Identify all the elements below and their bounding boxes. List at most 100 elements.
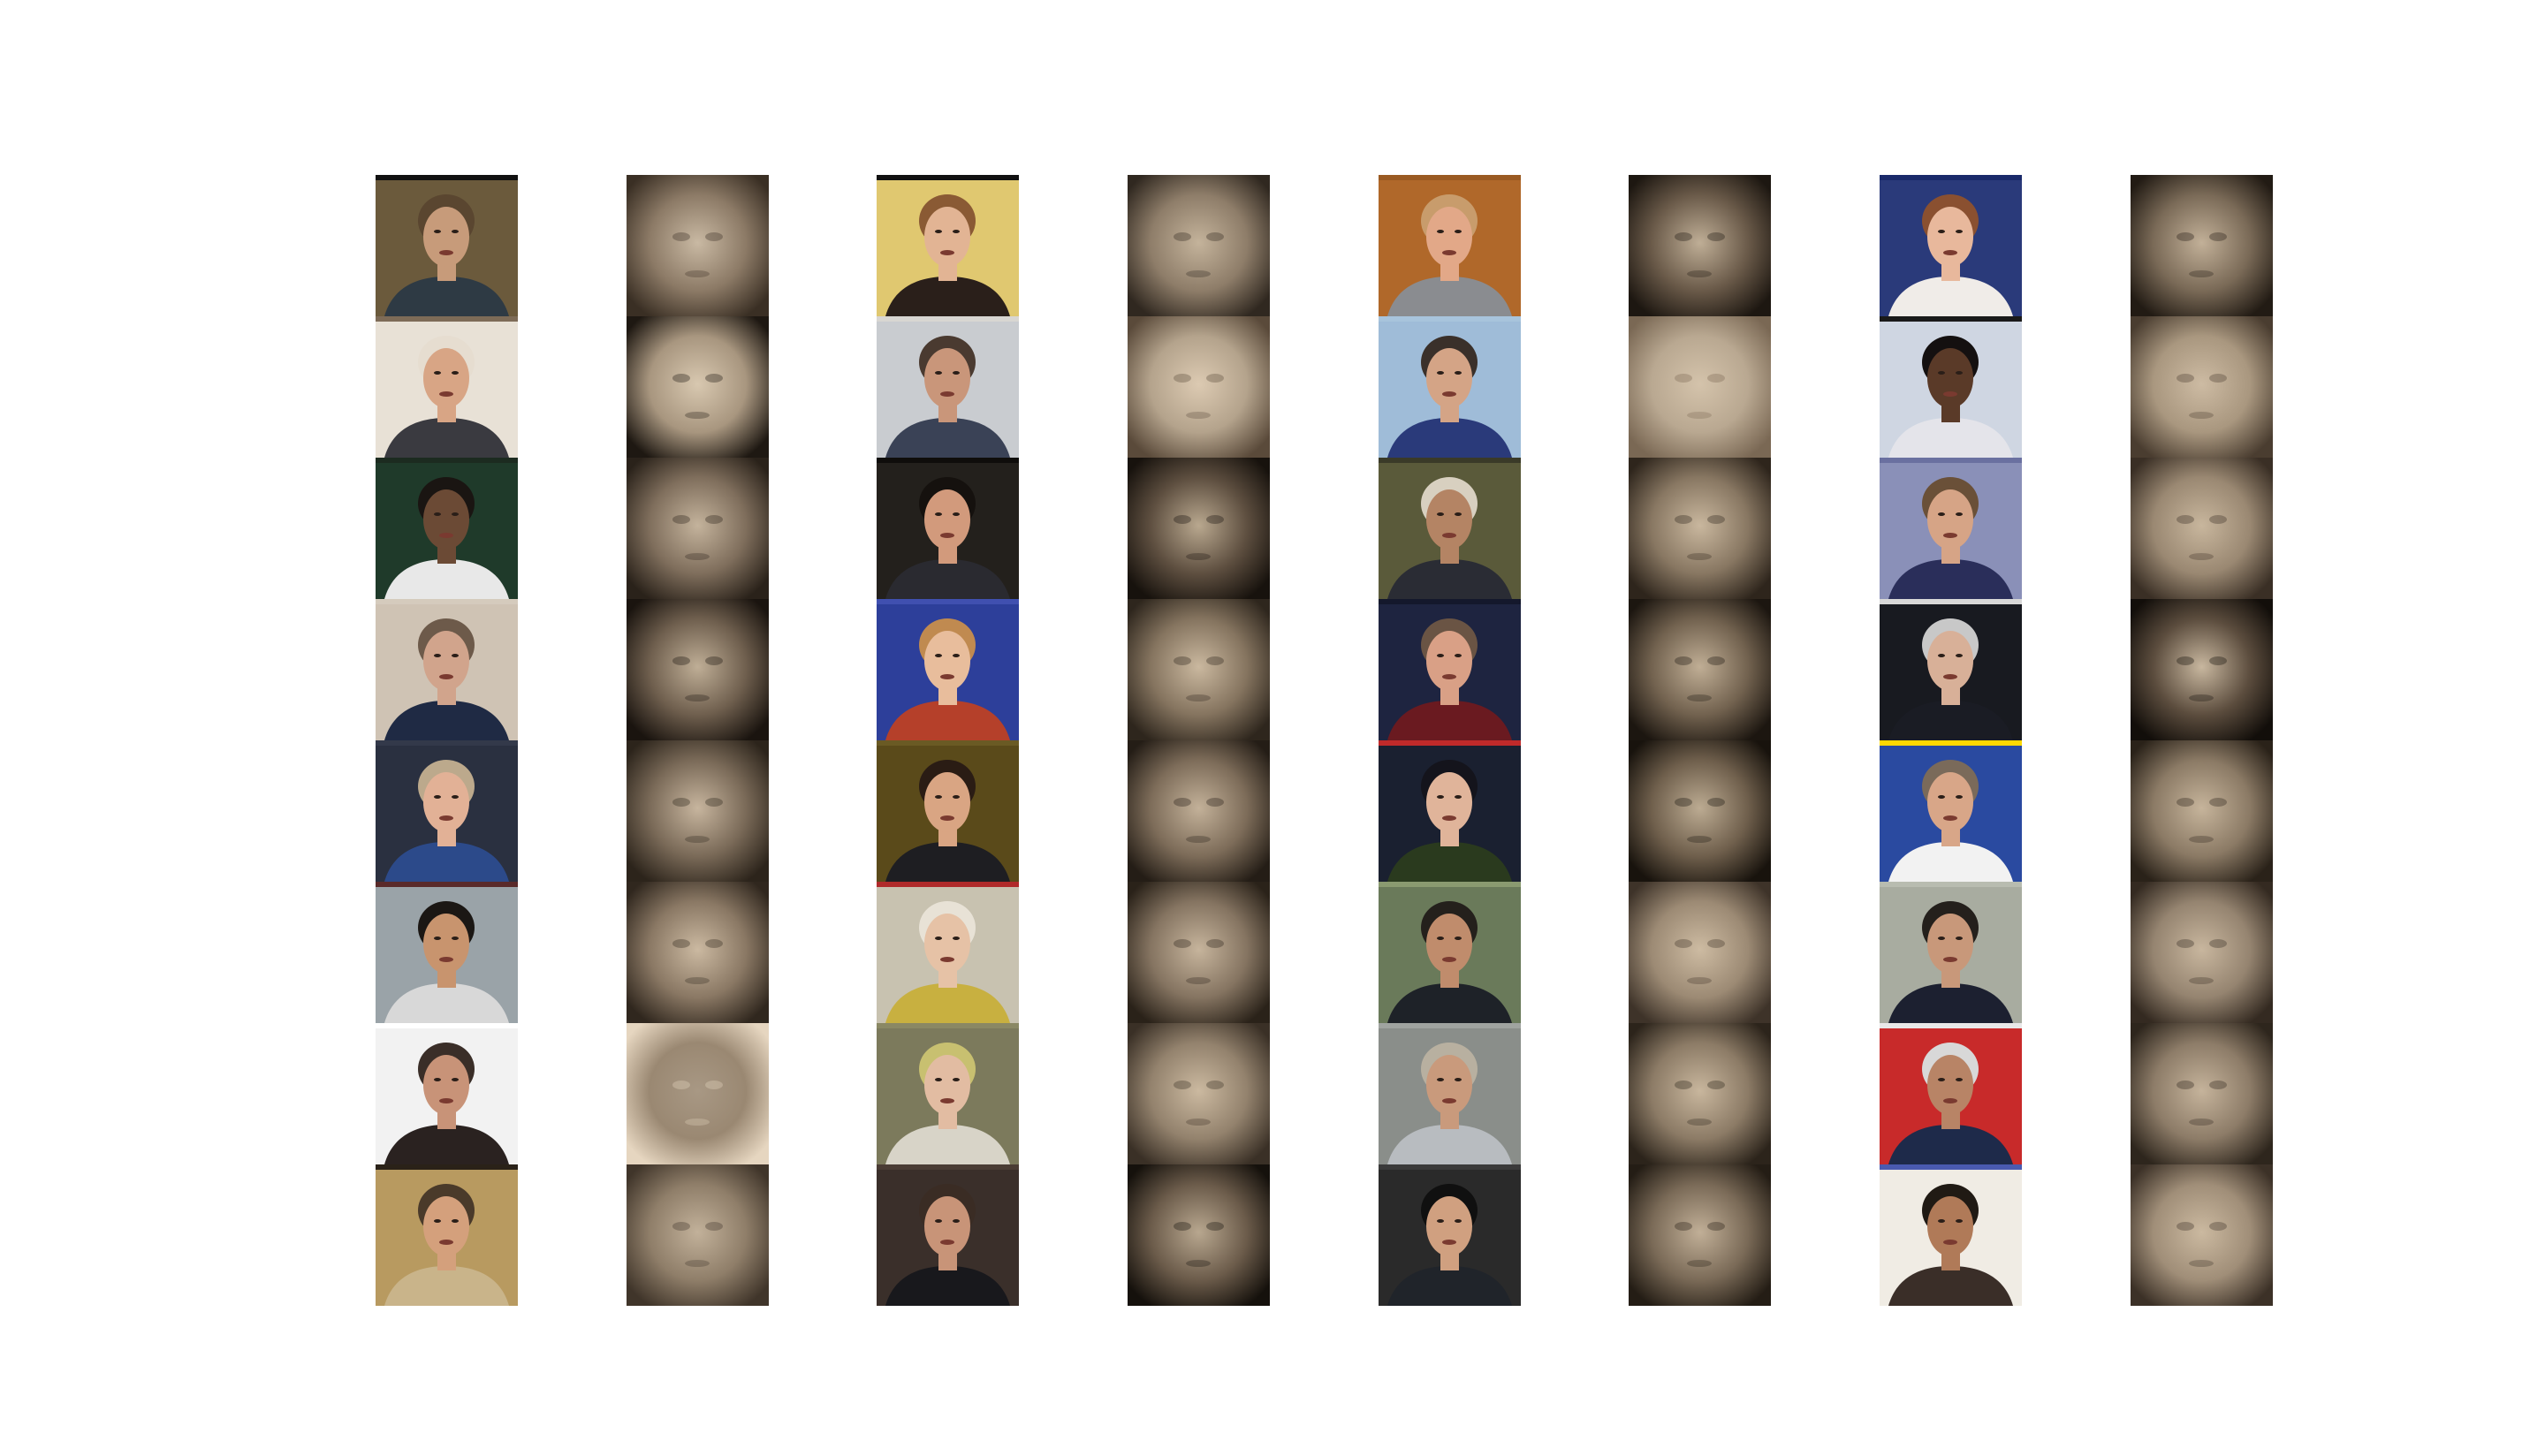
reconstruction-face-tile bbox=[1128, 458, 1270, 599]
face-photo-image bbox=[376, 175, 518, 316]
reconstruction-face-tile bbox=[2131, 599, 2273, 740]
face-photo-image bbox=[376, 458, 518, 599]
reconstruction-face-tile bbox=[1629, 316, 1771, 458]
face-photo-image bbox=[1379, 599, 1521, 740]
original-photo-column-2 bbox=[877, 175, 1019, 1309]
reconstruction-face-tile bbox=[1128, 599, 1270, 740]
face-photo-image bbox=[877, 740, 1019, 882]
face-photo-tile bbox=[1379, 882, 1521, 1023]
reconstruction-face-tile bbox=[2131, 882, 2273, 1023]
face-photo-tile bbox=[1880, 740, 2022, 882]
face-photo-image bbox=[877, 882, 1019, 1023]
reconstruction-face-tile bbox=[1128, 316, 1270, 458]
face-photo-tile bbox=[877, 882, 1019, 1023]
reconstruction-image bbox=[1629, 599, 1771, 740]
face-photo-tile bbox=[1379, 316, 1521, 458]
face-photo-tile bbox=[376, 882, 518, 1023]
face-photo-tile bbox=[1379, 1164, 1521, 1306]
face-photo-image bbox=[1379, 1023, 1521, 1164]
face-photo-tile bbox=[877, 1023, 1019, 1164]
reconstruction-image bbox=[1128, 316, 1270, 458]
reconstruction-face-tile bbox=[627, 740, 769, 882]
face-photo-image bbox=[1880, 1023, 2022, 1164]
reconstruction-column-1 bbox=[627, 175, 769, 1309]
reconstruction-image bbox=[627, 1023, 769, 1164]
face-photo-tile bbox=[376, 740, 518, 882]
reconstruction-image bbox=[1629, 882, 1771, 1023]
reconstruction-image bbox=[1629, 1164, 1771, 1306]
reconstruction-image bbox=[627, 599, 769, 740]
face-photo-image bbox=[376, 882, 518, 1023]
face-photo-image bbox=[1379, 882, 1521, 1023]
original-photo-column-4 bbox=[1880, 175, 2022, 1309]
reconstruction-image bbox=[1629, 740, 1771, 882]
face-photo-tile bbox=[1379, 175, 1521, 316]
reconstruction-image bbox=[627, 175, 769, 316]
original-photo-column-3 bbox=[1379, 175, 1521, 1309]
reconstruction-image bbox=[627, 882, 769, 1023]
reconstruction-face-tile bbox=[1629, 1023, 1771, 1164]
reconstruction-column-3 bbox=[1629, 175, 1771, 1309]
reconstruction-face-tile bbox=[1128, 1023, 1270, 1164]
reconstruction-column-4 bbox=[2131, 175, 2273, 1309]
reconstruction-image bbox=[627, 1164, 769, 1306]
reconstruction-face-tile bbox=[2131, 175, 2273, 316]
face-photo-image bbox=[376, 1023, 518, 1164]
face-photo-tile bbox=[1379, 740, 1521, 882]
original-photo-column-1 bbox=[376, 175, 518, 1309]
face-photo-tile bbox=[376, 458, 518, 599]
reconstruction-face-tile bbox=[627, 458, 769, 599]
reconstruction-face-tile bbox=[2131, 1023, 2273, 1164]
reconstruction-face-tile bbox=[1629, 458, 1771, 599]
reconstruction-image bbox=[2131, 1023, 2273, 1164]
face-photo-tile bbox=[376, 599, 518, 740]
face-photo-tile bbox=[1379, 599, 1521, 740]
face-photo-image bbox=[1880, 458, 2022, 599]
face-photo-image bbox=[1379, 316, 1521, 458]
face-photo-tile bbox=[1880, 882, 2022, 1023]
face-photo-tile bbox=[1379, 1023, 1521, 1164]
reconstruction-image bbox=[2131, 740, 2273, 882]
face-photo-image bbox=[1880, 882, 2022, 1023]
reconstruction-face-tile bbox=[627, 882, 769, 1023]
reconstruction-image bbox=[1128, 1164, 1270, 1306]
face-photo-tile bbox=[376, 1023, 518, 1164]
face-photo-image bbox=[877, 1023, 1019, 1164]
reconstruction-image bbox=[2131, 175, 2273, 316]
face-photo-image bbox=[1880, 740, 2022, 882]
reconstruction-face-tile bbox=[1629, 599, 1771, 740]
reconstruction-face-tile bbox=[1629, 1164, 1771, 1306]
face-photo-tile bbox=[376, 1164, 518, 1306]
reconstruction-image bbox=[1629, 458, 1771, 599]
reconstruction-column-2 bbox=[1128, 175, 1270, 1309]
face-photo-image bbox=[376, 599, 518, 740]
face-photo-image bbox=[877, 599, 1019, 740]
face-photo-image bbox=[1880, 599, 2022, 740]
reconstruction-image bbox=[1128, 1023, 1270, 1164]
face-photo-image bbox=[376, 1164, 518, 1306]
reconstruction-face-tile bbox=[1128, 175, 1270, 316]
reconstruction-image bbox=[2131, 599, 2273, 740]
reconstruction-image bbox=[1629, 175, 1771, 316]
face-photo-tile bbox=[1379, 458, 1521, 599]
face-photo-image bbox=[1379, 175, 1521, 316]
reconstruction-face-tile bbox=[627, 599, 769, 740]
reconstruction-image bbox=[2131, 458, 2273, 599]
reconstruction-image bbox=[2131, 316, 2273, 458]
face-photo-tile bbox=[1880, 1164, 2022, 1306]
face-photo-tile bbox=[1880, 316, 2022, 458]
reconstruction-face-tile bbox=[1629, 175, 1771, 316]
reconstruction-face-tile bbox=[627, 1164, 769, 1306]
reconstruction-image bbox=[1629, 1023, 1771, 1164]
reconstruction-image bbox=[1128, 175, 1270, 316]
reconstruction-image bbox=[627, 316, 769, 458]
face-photo-image bbox=[877, 175, 1019, 316]
face-photo-tile bbox=[877, 599, 1019, 740]
face-photo-image bbox=[1880, 1164, 2022, 1306]
reconstruction-image bbox=[627, 458, 769, 599]
face-photo-image bbox=[877, 458, 1019, 599]
reconstruction-face-tile bbox=[1128, 1164, 1270, 1306]
reconstruction-face-tile bbox=[627, 316, 769, 458]
reconstruction-face-tile bbox=[2131, 1164, 2273, 1306]
reconstruction-image bbox=[1629, 316, 1771, 458]
